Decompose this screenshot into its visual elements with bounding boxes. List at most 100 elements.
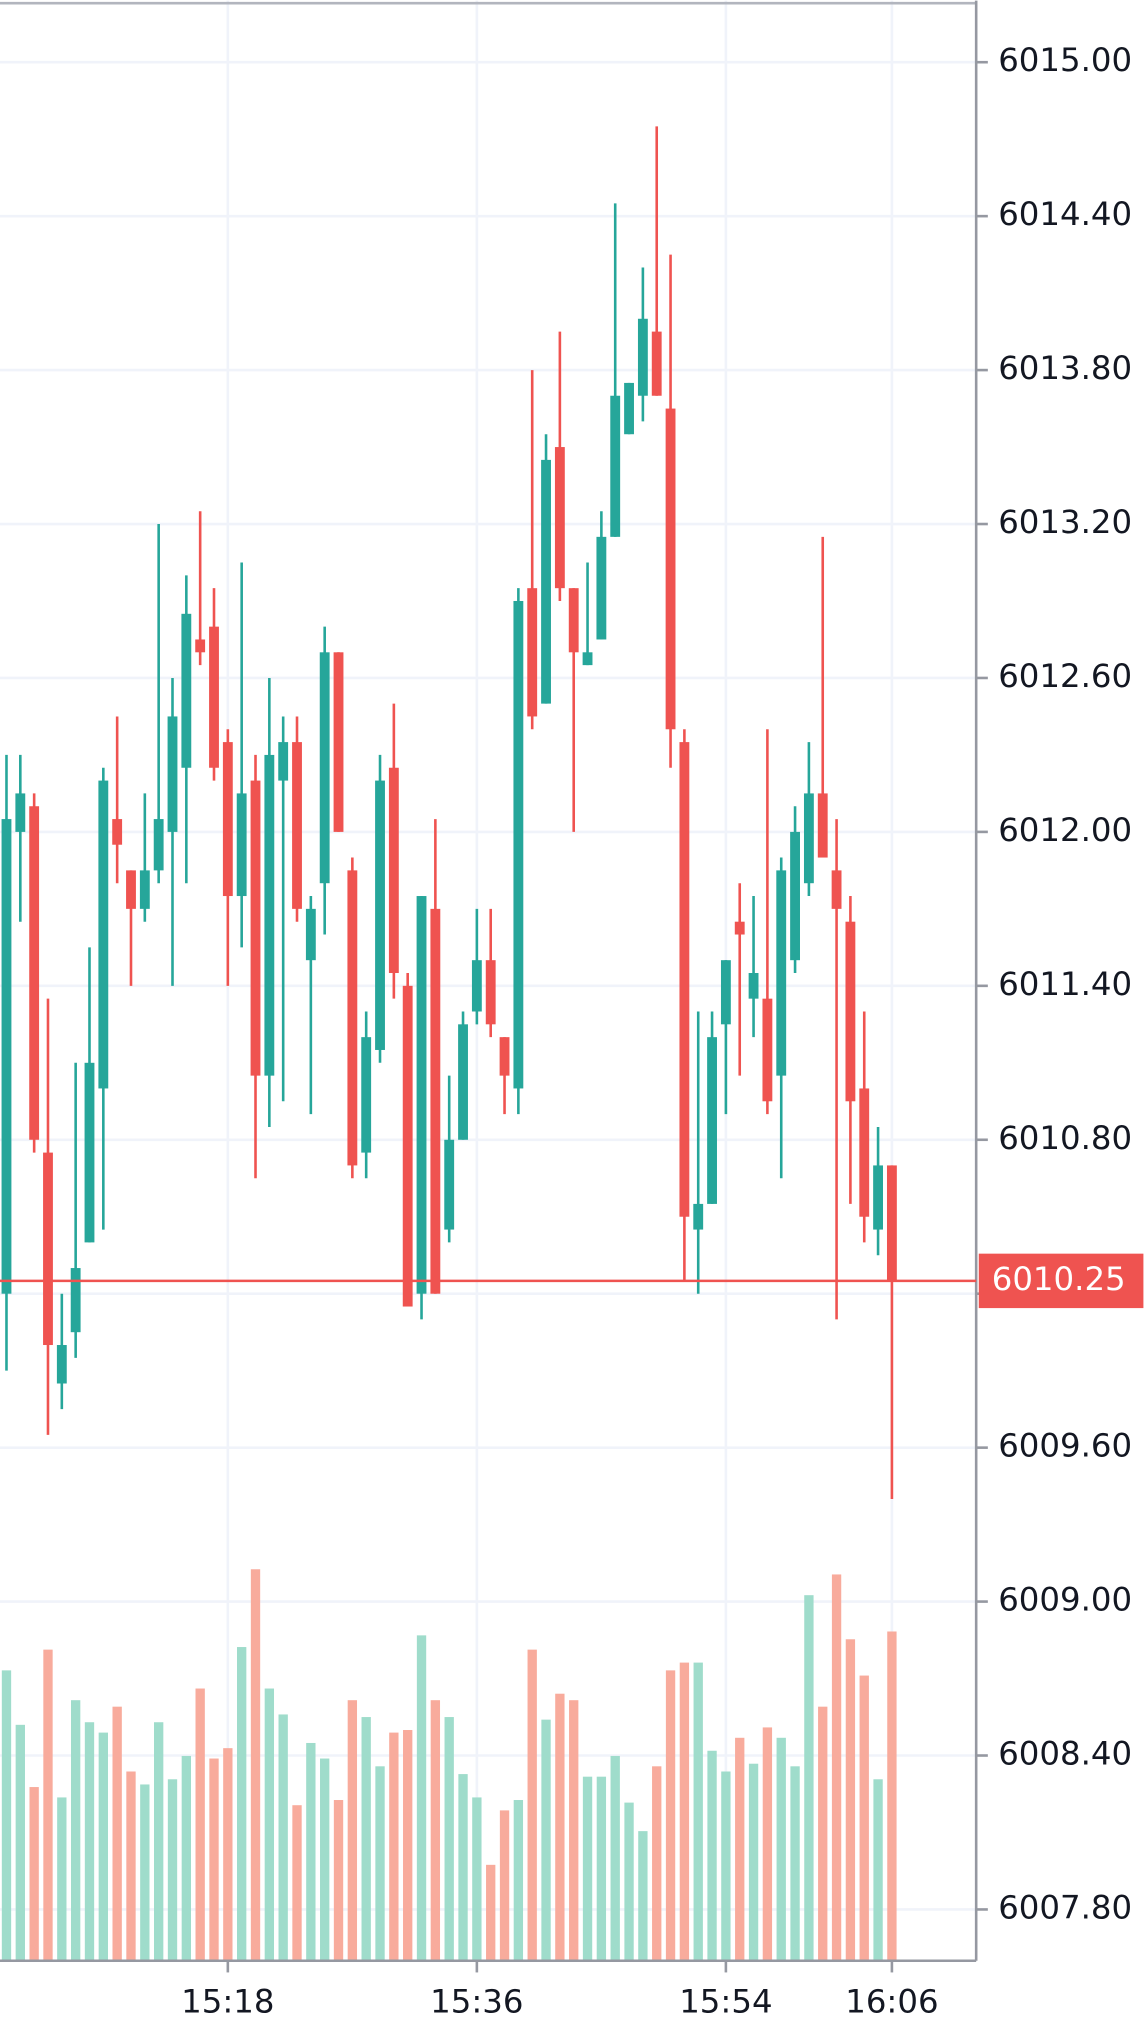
volume-bar: [555, 1693, 565, 1961]
candle-body: [554, 447, 565, 589]
volume-bar: [292, 1805, 302, 1961]
candle-body: [167, 716, 178, 832]
volume-bar: [1, 1670, 12, 1961]
candle-body: [347, 870, 358, 1166]
candle-body: [817, 793, 828, 858]
volume-bar: [57, 1797, 67, 1961]
candle-body: [859, 1088, 870, 1217]
volume-bar: [112, 1706, 122, 1961]
candle-body: [29, 806, 40, 1140]
x-tick-label: 15:18: [181, 1983, 274, 2021]
volume-bar: [333, 1800, 344, 1961]
volume-bar: [804, 1595, 814, 1961]
volume-bar: [361, 1717, 371, 1961]
volume-bar: [665, 1670, 676, 1961]
last-price-box: [978, 1253, 1144, 1309]
candle-body: [375, 780, 385, 1050]
candle-body: [762, 998, 773, 1102]
volume-bar: [818, 1706, 828, 1961]
y-tick-label: 6013.80: [998, 349, 1132, 387]
volume-bar: [499, 1810, 510, 1961]
volume-bar: [831, 1574, 842, 1961]
candle-body: [444, 1139, 455, 1230]
y-tick-label: 6010.80: [998, 1119, 1132, 1157]
volume-bar: [610, 1755, 620, 1961]
y-tick-label: 6012.00: [998, 811, 1132, 849]
volume-bar: [527, 1649, 537, 1961]
volume-bar: [98, 1732, 108, 1961]
candle-body: [707, 1037, 717, 1204]
candle-body: [112, 819, 123, 845]
candle-body: [665, 408, 676, 730]
volume-bar: [237, 1647, 247, 1961]
volume-bar: [748, 1763, 759, 1961]
candle-body: [693, 1203, 704, 1230]
y-tick-label: 6013.20: [998, 503, 1132, 541]
volume-bar: [624, 1802, 634, 1961]
y-tick-label: 6011.40: [998, 965, 1132, 1003]
candle-body: [139, 870, 150, 909]
volume-bar: [721, 1771, 731, 1961]
volume-bar: [347, 1700, 358, 1961]
volume-bar: [181, 1755, 192, 1961]
candle-body: [471, 960, 482, 1012]
candle-body: [153, 819, 164, 871]
volume-layer: [1, 1569, 897, 1961]
candle-body: [541, 459, 551, 704]
volume-bar: [209, 1758, 219, 1961]
volume-bar: [776, 1737, 786, 1961]
candle-body: [637, 318, 648, 396]
candle-body: [720, 960, 731, 1025]
volume-bar: [250, 1569, 261, 1961]
candle-body: [499, 1037, 510, 1076]
candle-body: [319, 652, 330, 884]
candle-body: [790, 831, 800, 961]
candle-body: [305, 908, 316, 961]
candle-body: [1, 819, 12, 1294]
x-tick-label: 15:36: [430, 1983, 523, 2021]
volume-bar: [264, 1688, 275, 1961]
candle-body: [748, 973, 759, 999]
candle-body: [582, 652, 593, 666]
volume-bar: [306, 1742, 316, 1961]
candle-body: [651, 331, 662, 396]
volume-bar: [375, 1766, 385, 1961]
volume-bar: [486, 1864, 496, 1961]
volume-bar: [707, 1750, 717, 1961]
volume-bar: [126, 1771, 136, 1961]
volume-bar: [458, 1774, 468, 1961]
candle-body: [416, 896, 427, 1294]
y-tick-label: 6015.00: [998, 41, 1132, 79]
volume-bar: [403, 1730, 413, 1961]
volume-bar: [762, 1727, 773, 1961]
candle-body: [292, 742, 302, 909]
candle-body: [568, 588, 579, 653]
candle-body: [278, 742, 289, 781]
last-price-label: 6010.25: [992, 1260, 1126, 1298]
volume-bar: [693, 1662, 703, 1961]
volume-bar: [582, 1776, 593, 1961]
volume-bar: [790, 1766, 800, 1961]
candle-body: [236, 793, 247, 897]
candle-body: [527, 588, 538, 717]
volume-bar: [389, 1732, 399, 1961]
candle-body: [388, 767, 399, 974]
candle-body: [402, 985, 413, 1307]
x-tick-label: 16:06: [845, 1983, 938, 2021]
x-tick-label: 15:54: [679, 1983, 772, 2021]
candle-body: [98, 780, 109, 1089]
volume-bar: [43, 1649, 53, 1961]
candle-body: [624, 382, 634, 435]
candle-layer: [1, 126, 897, 1499]
candle-body: [886, 1165, 897, 1281]
candle-body: [84, 1062, 95, 1243]
volume-bar: [679, 1662, 690, 1961]
volume-bar: [416, 1635, 427, 1961]
y-tick-label: 6012.60: [998, 657, 1132, 695]
candle-body: [70, 1268, 81, 1333]
candle-body: [15, 793, 26, 832]
volume-bar: [15, 1724, 25, 1961]
candle-body: [458, 1024, 468, 1140]
y-tick-label: 6008.40: [998, 1735, 1132, 1773]
